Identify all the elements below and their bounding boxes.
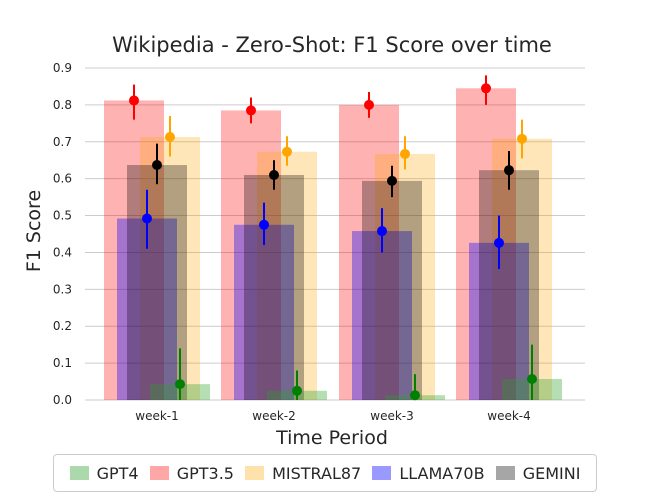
data-point <box>282 146 292 157</box>
legend-swatch <box>69 466 89 480</box>
data-point <box>377 226 387 237</box>
chart-title: Wikipedia - Zero-Shot: F1 Score over tim… <box>112 33 552 57</box>
data-point <box>165 131 175 142</box>
data-point <box>129 95 139 106</box>
y-tick-label: 0.1 <box>53 356 72 370</box>
data-point <box>269 169 279 180</box>
y-tick-label: 0.8 <box>53 98 72 112</box>
bar-gpt35 <box>104 100 164 400</box>
data-point <box>246 105 256 116</box>
bar-mistral87 <box>492 138 552 400</box>
y-tick-label: 0.5 <box>53 209 72 223</box>
data-point <box>481 83 491 94</box>
bar-llama70b <box>234 224 294 400</box>
legend-label: GPT3.5 <box>176 463 234 483</box>
legend-item: GEMINI <box>495 463 581 483</box>
data-point <box>494 237 504 248</box>
legend-item: GPT3.5 <box>149 463 234 483</box>
bar-gemini <box>244 174 304 400</box>
x-tick-label: week-3 <box>370 409 414 423</box>
bar-gemini <box>127 165 187 400</box>
data-point <box>527 373 537 384</box>
data-point <box>410 390 420 401</box>
bar-mistral87 <box>375 153 435 400</box>
bar-mistral87 <box>257 151 317 400</box>
bar-gemini <box>362 180 422 400</box>
x-tick-labels: week-1 week-2 week-3 week-4 <box>135 409 531 423</box>
y-tick-label: 0.2 <box>53 319 72 333</box>
x-tick-label: week-4 <box>487 409 531 423</box>
legend-item: GPT4 <box>69 463 139 483</box>
data-point <box>292 385 302 396</box>
legend-label: LLAMA70B <box>399 463 485 483</box>
legend-label: MISTRAL87 <box>272 463 362 483</box>
data-point <box>400 148 410 159</box>
bar-llama70b <box>352 231 412 400</box>
y-tick-label: 0.0 <box>53 393 72 407</box>
bar-gpt35 <box>221 110 281 400</box>
bar-gemini <box>479 170 539 400</box>
data-point <box>152 160 162 171</box>
y-tick-label: 0.9 <box>53 61 72 75</box>
legend-item: MISTRAL87 <box>245 464 361 483</box>
x-tick-label: week-1 <box>135 409 179 423</box>
data-point <box>259 219 269 230</box>
bar-gpt35 <box>456 88 516 401</box>
data-point <box>142 213 152 224</box>
y-tick-label: 0.7 <box>53 135 72 149</box>
data-point <box>364 99 374 110</box>
y-tick-labels: 0.0 0.1 0.2 0.3 0.4 0.5 0.6 0.7 0.8 0.9 <box>53 61 72 407</box>
grid-lines <box>85 67 585 401</box>
legend-label: GEMINI <box>522 463 581 483</box>
legend-label: GPT4 <box>96 463 139 483</box>
data-point <box>175 379 185 390</box>
bars <box>104 88 562 401</box>
x-tick-label: week-2 <box>252 409 296 423</box>
data-point <box>517 133 527 144</box>
legend-item: LLAMA70B <box>372 463 485 483</box>
y-tick-label: 0.3 <box>53 282 72 296</box>
legend-swatch <box>372 466 392 480</box>
points <box>129 83 537 401</box>
legend-swatch <box>245 466 265 480</box>
legend-swatch <box>149 466 169 480</box>
y-axis-label: F1 Score <box>23 190 45 272</box>
data-point <box>504 165 514 176</box>
legend-swatch <box>495 466 515 480</box>
bar-gpt35 <box>339 104 399 400</box>
y-tick-label: 0.4 <box>53 245 72 259</box>
bar-mistral87 <box>140 136 200 400</box>
legend: GPT4 GPT3.5 MISTRAL87 LLAMA70B GEMINI <box>53 454 597 492</box>
y-tick-label: 0.6 <box>53 172 72 186</box>
x-axis-label: Time Period <box>275 427 388 449</box>
data-point <box>387 175 397 186</box>
